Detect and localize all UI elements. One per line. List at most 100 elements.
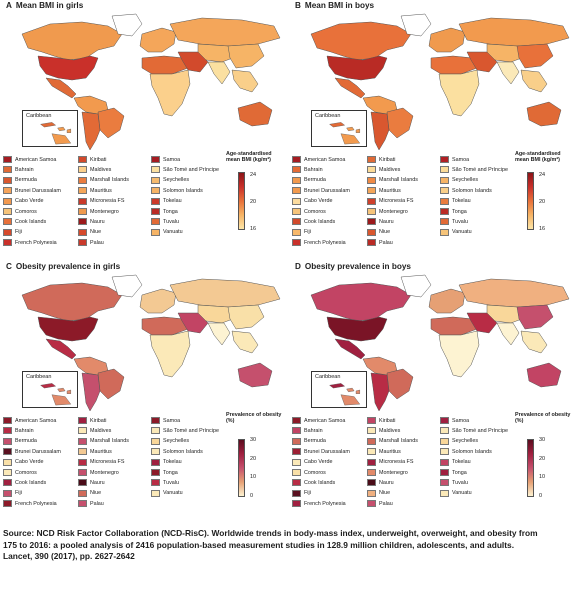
legend-country-name: Niue	[379, 229, 391, 236]
legend-item: Tuvalu	[151, 478, 179, 487]
legend-country-name: Marshall Islands	[379, 177, 418, 184]
color-scale-tick: 16	[250, 226, 257, 232]
region-russia	[458, 17, 570, 47]
legend-item: Montenegro	[78, 207, 119, 216]
caribbean-islands	[40, 383, 72, 406]
legend-country-name: Seychelles	[452, 438, 479, 445]
legend-country-name: Tuvalu	[452, 218, 468, 225]
region-oceania	[526, 101, 562, 127]
legend-country-name: Comoros	[15, 469, 37, 476]
legend-country-name: Nauru	[90, 218, 105, 225]
legend-country-name: Bahrain	[15, 166, 34, 173]
legend-item: Tonga	[151, 468, 178, 477]
source-line: Lancet, 390 (2017), pp. 2627-2642	[3, 551, 135, 562]
legend-swatch	[440, 437, 449, 445]
legend-item: Fiji	[292, 228, 311, 237]
legend-country-name: São Tomé and Príncipe	[452, 166, 508, 173]
region-na-ca	[21, 282, 123, 322]
legend-swatch	[292, 218, 301, 226]
legend-item: Maldives	[367, 165, 400, 174]
panel-title: C Obesity prevalence in girls	[6, 262, 120, 271]
legend-swatch	[440, 208, 449, 215]
region-africa-sub	[149, 330, 191, 378]
legend-item: Bahrain	[292, 426, 323, 435]
inset-label: Caribbean	[26, 374, 52, 380]
legend-item: Mauritius	[78, 447, 112, 456]
legend-country-name: Montenegro	[379, 469, 408, 476]
legend-swatch	[292, 479, 301, 487]
legend-item: Tokelau	[440, 197, 471, 206]
legend-item: Bermuda	[3, 176, 37, 185]
legend-swatch	[78, 239, 87, 247]
legend-item: Palau	[367, 499, 393, 508]
legend-country-name: Solomon Islands	[163, 448, 203, 455]
legend-swatch	[78, 417, 87, 424]
legend-country-name: Brunei Darussalam	[15, 187, 61, 194]
region-na-mx	[45, 77, 77, 99]
legend-item: Samoa	[440, 416, 469, 425]
region-na-mx	[45, 338, 77, 360]
legend-country-name: São Tomé and Príncipe	[163, 166, 219, 173]
legend-item: Seychelles	[151, 437, 189, 446]
legend-swatch	[367, 208, 376, 215]
legend-item: Niue	[78, 489, 101, 498]
region-africa-north	[141, 316, 189, 336]
legend-swatch	[367, 239, 376, 247]
legend-swatch	[3, 448, 12, 456]
legend-swatch	[367, 176, 376, 184]
legend-swatch	[440, 479, 449, 487]
legend-country-name: Fiji	[304, 490, 311, 497]
legend-item: Bahrain	[3, 426, 34, 435]
legend-country-name: Mauritius	[90, 187, 112, 194]
region-na-ca	[310, 282, 412, 322]
region-oceania	[526, 362, 562, 388]
legend-country-name: Brunei Darussalam	[15, 448, 61, 455]
legend-swatch	[151, 479, 160, 487]
legend-swatch	[367, 458, 376, 466]
legend-country-name: American Samoa	[15, 417, 57, 424]
legend-swatch	[440, 166, 449, 174]
legend-swatch	[367, 417, 376, 424]
legend-item: Kiribati	[367, 416, 395, 425]
region-europe	[428, 288, 466, 314]
color-scale-tick: 20	[250, 455, 257, 462]
caribbean-inset: Caribbean	[311, 110, 367, 147]
legend-item: Marshall Islands	[367, 437, 418, 446]
legend-swatch	[78, 197, 87, 205]
small-country-legend: American Samoa Bahrain Bermuda Brunei Darus…	[3, 416, 225, 511]
legend-country-name: Maldives	[90, 427, 112, 434]
region-russia	[169, 17, 281, 47]
legend-swatch	[78, 156, 87, 163]
inset-label: Caribbean	[26, 113, 52, 119]
color-scale-tick: 30	[250, 437, 257, 443]
legend-country-name: Bahrain	[15, 427, 34, 434]
color-scale-bar	[527, 172, 534, 230]
legend-country-name: French Polynesia	[15, 239, 57, 246]
legend-item: Kiribati	[78, 416, 106, 425]
region-sa-south	[370, 111, 390, 151]
legend-swatch	[367, 166, 376, 174]
legend-country-name: São Tomé and Príncipe	[163, 427, 219, 434]
legend-item: American Samoa	[3, 155, 56, 164]
legend-country-name: Solomon Islands	[163, 187, 203, 194]
region-na-ca	[21, 21, 123, 61]
legend-country-name: Cabo Verde	[15, 459, 44, 466]
source-line: 175 to 2016: a pooled analysis of 2416 p…	[3, 539, 515, 550]
legend-item: Maldives	[78, 426, 111, 435]
region-se-asia	[231, 69, 259, 93]
legend-country-name: Tuvalu	[452, 479, 468, 486]
inset-label: Caribbean	[315, 374, 341, 380]
small-country-legend: American Samoa Bahrain Bermuda Brunei Darus…	[3, 155, 225, 250]
legend-swatch	[440, 417, 449, 424]
legend-item: São Tomé and Príncipe	[440, 426, 508, 435]
small-country-legend: American Samoa Bahrain Bermuda Brunei Darus…	[292, 155, 514, 250]
legend-swatch	[151, 469, 160, 476]
region-russia	[169, 278, 281, 308]
legend-item: Palau	[78, 238, 104, 247]
color-scale-tick: 20	[250, 199, 257, 205]
caribbean-islands	[329, 122, 361, 145]
legend-item: Tonga	[440, 207, 467, 216]
color-scale-tick: 30	[539, 437, 546, 443]
legend-item: French Polynesia	[3, 238, 57, 247]
region-greenland	[111, 13, 143, 37]
